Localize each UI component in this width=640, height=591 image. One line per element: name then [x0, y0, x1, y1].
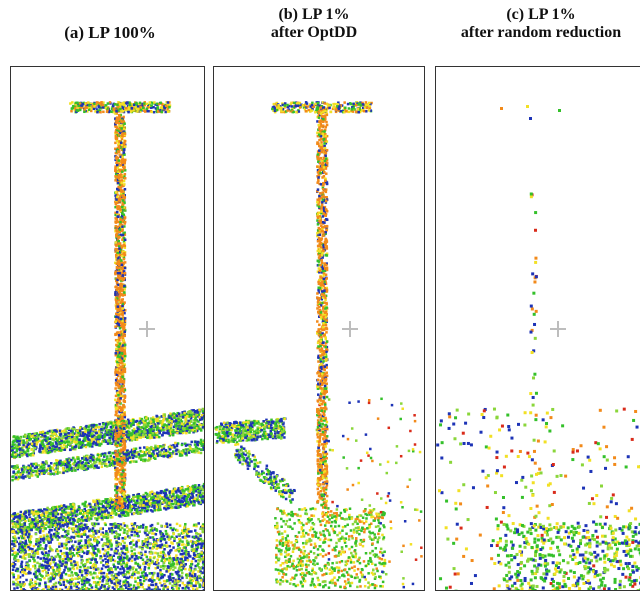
point-cloud-random-image: [436, 67, 640, 591]
panel-a-caption: (a) LP 100%: [20, 24, 200, 42]
panel-a-caption-line1: (a) LP 100%: [20, 24, 200, 42]
panel-b-caption-line1: (b) LP 1%: [214, 6, 414, 24]
point-cloud-panel-full: [10, 66, 205, 591]
panel-b-caption-line2: after OptDD: [214, 24, 414, 42]
point-cloud-panel-random: [435, 66, 640, 591]
crosshair-icon: [550, 321, 566, 337]
point-cloud-optdd-image: [214, 67, 425, 591]
crosshair-icon: [139, 321, 155, 337]
panel-c-caption: (c) LP 1% after random reduction: [436, 6, 640, 42]
panel-c-caption-line2: after random reduction: [436, 24, 640, 42]
panel-b-caption: (b) LP 1% after OptDD: [214, 6, 414, 42]
panel-c-caption-line1: (c) LP 1%: [436, 6, 640, 24]
crosshair-icon: [342, 321, 358, 337]
point-cloud-panel-optdd: [213, 66, 425, 591]
point-cloud-full-image: [11, 67, 205, 591]
